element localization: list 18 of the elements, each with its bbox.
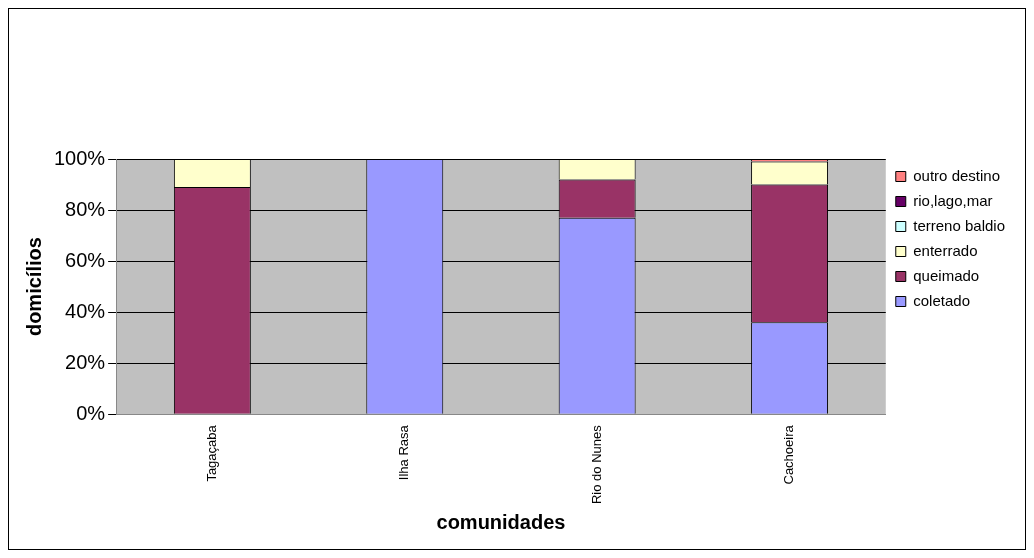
legend-label: terreno baldio [913, 216, 1006, 234]
x-axis-title: comunidades [436, 510, 566, 533]
x-tick-label: Rio do Nunes [588, 424, 604, 505]
x-tick-label: Cachoeira [781, 424, 797, 485]
legend-label: coletado [913, 291, 970, 309]
legend-label: queimado [913, 266, 980, 284]
y-tick-label: 40% [65, 299, 106, 322]
legend-label: rio,lago,mar [913, 191, 993, 209]
y-tick-label: 0% [76, 401, 106, 424]
legend-label: enterrado [913, 241, 978, 259]
y-axis-title: domicílios [22, 237, 45, 337]
y-tick-label: 100% [54, 146, 106, 169]
legend-label: outro destino [913, 166, 1001, 184]
y-tick-label: 60% [65, 248, 106, 271]
y-tick-label: 20% [65, 350, 106, 373]
y-tick-label: 80% [65, 197, 106, 220]
x-tick-label: Ilha Rasa [396, 424, 412, 481]
x-tick-label: Tagaçaba [203, 424, 219, 482]
